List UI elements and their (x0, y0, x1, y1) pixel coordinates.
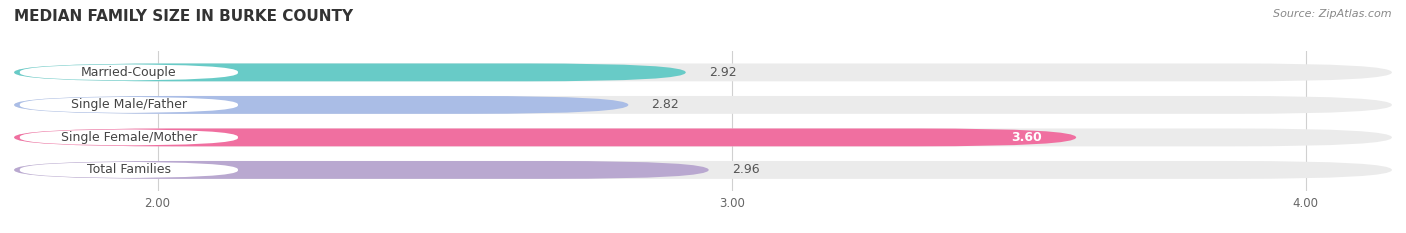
FancyBboxPatch shape (14, 63, 1392, 81)
FancyBboxPatch shape (20, 129, 238, 146)
FancyBboxPatch shape (14, 96, 628, 114)
FancyBboxPatch shape (20, 97, 238, 113)
Text: Single Female/Mother: Single Female/Mother (60, 131, 197, 144)
Text: 3.60: 3.60 (1011, 131, 1042, 144)
Text: Single Male/Father: Single Male/Father (70, 98, 187, 111)
FancyBboxPatch shape (20, 162, 238, 178)
FancyBboxPatch shape (14, 161, 1392, 179)
FancyBboxPatch shape (20, 64, 238, 81)
Text: MEDIAN FAMILY SIZE IN BURKE COUNTY: MEDIAN FAMILY SIZE IN BURKE COUNTY (14, 9, 353, 24)
Text: 2.96: 2.96 (731, 163, 759, 176)
Text: 2.82: 2.82 (651, 98, 679, 111)
FancyBboxPatch shape (14, 128, 1392, 146)
FancyBboxPatch shape (14, 161, 709, 179)
Text: Married-Couple: Married-Couple (82, 66, 177, 79)
Text: 2.92: 2.92 (709, 66, 737, 79)
Text: Source: ZipAtlas.com: Source: ZipAtlas.com (1274, 9, 1392, 19)
Text: Total Families: Total Families (87, 163, 172, 176)
FancyBboxPatch shape (14, 63, 686, 81)
FancyBboxPatch shape (14, 128, 1076, 146)
FancyBboxPatch shape (14, 96, 1392, 114)
